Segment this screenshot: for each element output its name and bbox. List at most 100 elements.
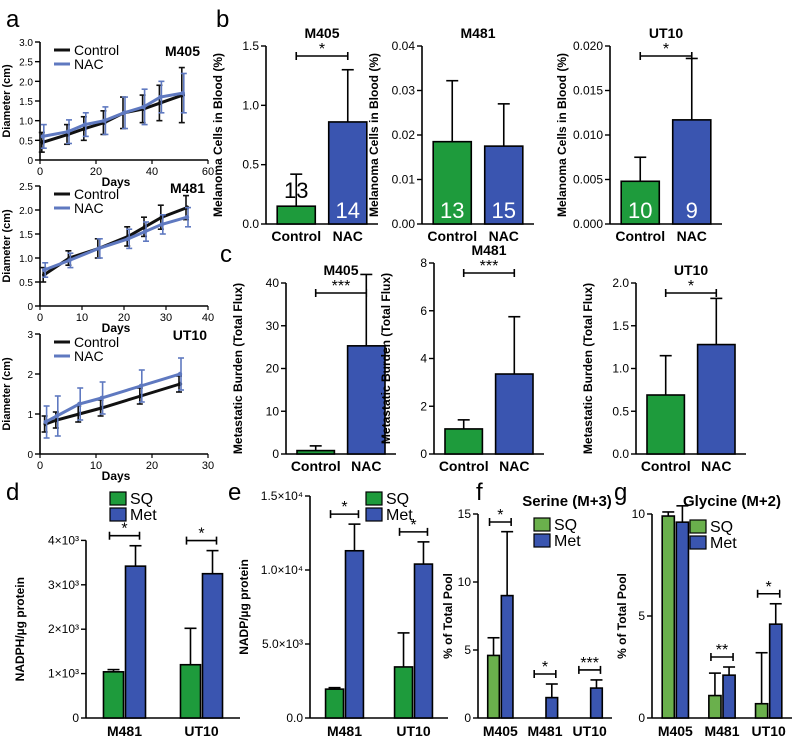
y-tick-label: 2.0 <box>19 77 33 88</box>
y-tick-label: 2.0 <box>612 276 629 290</box>
y-tick-label: 2 <box>27 370 33 381</box>
bar-met-m481 <box>722 674 736 719</box>
data-point <box>43 419 48 425</box>
x-tick-label: NAC <box>489 228 519 244</box>
y-tick-label: 0.5 <box>242 158 259 172</box>
x-tick-label: UT10 <box>752 723 786 739</box>
y-tick-label: 1.5 <box>242 39 259 53</box>
y-tick-label: 6 <box>420 304 427 318</box>
data-point <box>159 222 164 227</box>
bar-sq-m405 <box>661 515 676 719</box>
panel-label-a: a <box>6 6 20 33</box>
significance-label: * <box>663 41 669 58</box>
bar-met-ut10 <box>768 623 783 719</box>
y-tick-label: 0 <box>420 447 427 461</box>
x-tick-label: NAC <box>701 458 731 474</box>
y-tick-label: 0.0 <box>286 711 303 725</box>
bar-chart-b2: 0.00 0.01 0.02 0.03 0.04 Melanoma Cells in Bl… <box>367 25 534 244</box>
y-tick-label: 2.0 <box>19 206 33 217</box>
x-tick-label: NAC <box>677 228 707 244</box>
y-axis-label: Diameter (cm) <box>1 357 13 431</box>
n-label: 10 <box>628 198 652 223</box>
x-tick-label: 60 <box>202 166 214 178</box>
legend-swatch <box>533 533 551 548</box>
y-axis-label: NADPH/µg protein <box>13 577 27 681</box>
data-point <box>142 229 148 234</box>
significance-label: ** <box>716 642 728 659</box>
series-line-nac <box>43 215 188 272</box>
chart-title: M481 <box>471 242 506 258</box>
significance-label: * <box>497 507 503 524</box>
x-tick-label: NAC <box>499 458 529 474</box>
y-tick-label: 0 <box>272 447 279 461</box>
x-axis-label: Days <box>102 175 131 189</box>
significance-label: *** <box>580 655 599 672</box>
bar-sq-m481 <box>102 671 125 719</box>
significance-label: * <box>542 659 548 676</box>
chart-title: UT10 <box>674 262 708 278</box>
x-tick-label: Control <box>641 458 691 474</box>
data-point <box>141 104 146 110</box>
panel-label-d: d <box>6 479 19 506</box>
x-tick-label: M405 <box>483 723 518 739</box>
bar-chart-d: 0 1×10³ 2×10³ 3×10³ 4×10³ NADPH/µg protein M48… <box>13 491 240 739</box>
y-tick-label: 0.5 <box>19 136 33 147</box>
data-point <box>42 267 47 273</box>
chart-title: Serine (M+3) <box>522 493 612 510</box>
x-tick-label: 0 <box>37 460 43 472</box>
bar-control <box>646 394 686 455</box>
bar-nac <box>327 121 368 225</box>
data-point <box>82 122 88 127</box>
legend-swatch <box>689 519 707 534</box>
y-axis-label: % of Total Pool <box>441 573 455 659</box>
x-tick-label: 20 <box>146 460 158 472</box>
significance-label: * <box>410 517 416 534</box>
chart-title: M481 <box>460 25 495 41</box>
y-tick-label: 1.0 <box>612 362 629 376</box>
x-tick-label: 10 <box>90 460 102 472</box>
y-tick-label: 1.0×10⁴ <box>261 563 303 577</box>
y-tick-label: 0.01 <box>392 173 416 187</box>
significance-label: * <box>319 41 325 58</box>
series-line-nac <box>44 372 181 424</box>
n-label: 14 <box>336 198 360 223</box>
y-tick-label: 0.005 <box>573 173 603 187</box>
y-tick-label: 1.0 <box>242 98 259 112</box>
legend-label: NAC <box>74 56 104 72</box>
data-point <box>96 246 102 251</box>
chart-title: M405 <box>165 43 200 59</box>
chart-title: M405 <box>323 262 358 278</box>
bar-nac <box>671 119 712 225</box>
significance-label: * <box>766 579 772 596</box>
y-tick-label: 0.010 <box>573 128 603 142</box>
y-tick-label: 0.0 <box>242 217 259 231</box>
bar-chart-c1: 0 10 20 30 40 Metastatic Burden (Total Flux) M… <box>231 262 396 474</box>
y-tick-label: 0 <box>638 711 645 725</box>
x-axis-label: Days <box>102 469 131 483</box>
data-point <box>158 94 163 100</box>
y-tick-label: 5.0×10³ <box>262 637 303 651</box>
y-tick-label: 0.5 <box>612 404 629 418</box>
y-tick-label: 1 <box>27 410 33 421</box>
y-tick-label: 1.5×10⁴ <box>261 489 303 503</box>
bar-met-ut10 <box>201 572 224 719</box>
legend-label: SQ <box>554 517 577 534</box>
x-tick-label: 20 <box>90 166 102 178</box>
chart-title: UT10 <box>173 327 207 343</box>
significance-label: * <box>688 278 694 295</box>
legend-label: Control <box>74 334 119 350</box>
panel-label-g: g <box>614 479 627 506</box>
bar-sq-ut10 <box>179 663 202 719</box>
y-tick-label: 10 <box>458 575 472 589</box>
y-tick-label: 10 <box>632 507 646 521</box>
bar-met-m481 <box>124 565 147 719</box>
data-point <box>184 215 190 220</box>
x-tick-label: Control <box>439 458 489 474</box>
y-tick-label: 0.03 <box>392 84 416 98</box>
panel-label-f: f <box>476 479 483 506</box>
x-tick-label: M481 <box>704 723 739 739</box>
x-tick-label: UT10 <box>184 723 218 739</box>
significance-label: *** <box>332 278 351 295</box>
y-tick-label: 30 <box>266 319 280 333</box>
legend-label: SQ <box>386 491 409 508</box>
